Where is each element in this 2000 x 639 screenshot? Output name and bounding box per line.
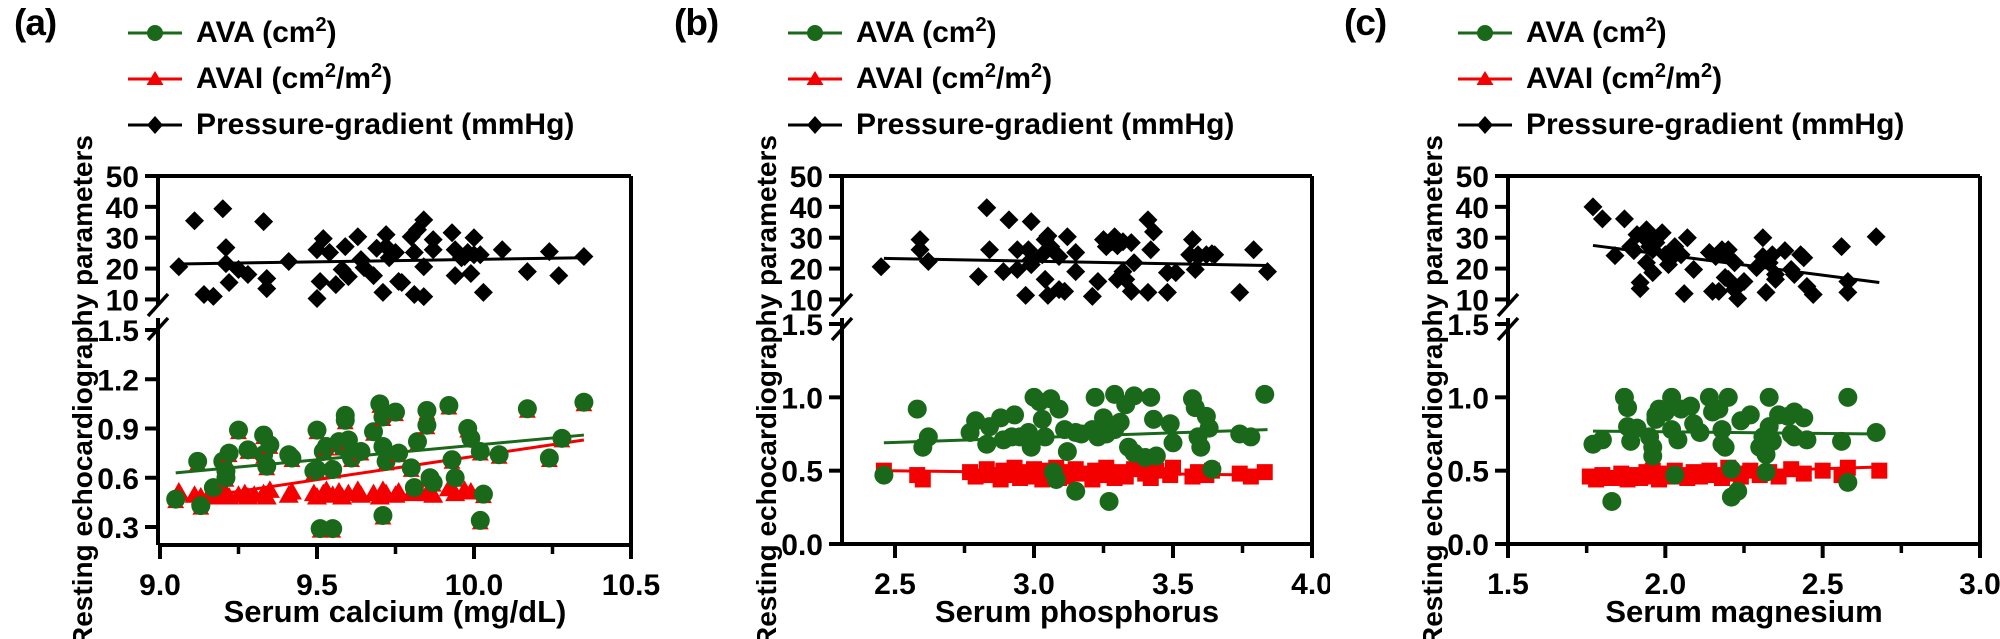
x-tick-label: 2.0	[1644, 568, 1686, 601]
x-axis-title: Serum calcium (mg/dL)	[223, 594, 567, 629]
series-pressure-gradient	[169, 199, 594, 309]
series-ava	[1583, 387, 1886, 511]
legend-label: AVAI (cm2/m2)	[196, 60, 393, 95]
diamond-marker-icon	[128, 116, 182, 134]
y-tick-label: 1.5	[1447, 309, 1489, 342]
legend-item-avai: AVAI (cm2/m2)	[126, 56, 574, 102]
y-tick-label: 20	[1456, 254, 1489, 287]
series-pressure-gradient	[871, 198, 1278, 306]
y-tick-label: 1.5	[781, 309, 823, 342]
series-pressure-gradient	[1583, 197, 1886, 309]
y-tick-label: 0.3	[97, 512, 139, 545]
y-tick-label: 10	[790, 284, 823, 317]
triangle-marker-icon	[128, 71, 182, 85]
legend-item-ava: AVA (cm2)	[126, 10, 574, 56]
y-tick-label: 40	[106, 192, 139, 225]
triangle-marker-icon	[788, 71, 842, 85]
circle-marker-icon	[788, 25, 842, 41]
circle-marker-icon	[128, 25, 182, 41]
y-tick-label: 0.5	[1447, 456, 1489, 489]
y-tick-label: 50	[1456, 161, 1489, 194]
legend: AVA (cm2) AVAI (cm2/m2) Pressure-gradient …	[126, 10, 574, 148]
y-tick-label: 1.5	[97, 315, 139, 348]
legend-item-pressure-gradient: Pressure-gradient (mmHg)	[1456, 102, 1904, 148]
y-tick-label: 30	[106, 223, 139, 256]
x-tick-label: 4.0	[1291, 568, 1330, 601]
triangle-marker-icon	[1458, 71, 1512, 85]
panel-label: (b)	[674, 2, 719, 43]
y-tick-label: 30	[790, 223, 823, 256]
legend: AVA (cm2) AVAI (cm2/m2) Pressure-gradient …	[1456, 10, 1904, 148]
legend-item-pressure-gradient: Pressure-gradient (mmHg)	[786, 102, 1234, 148]
panel-label: (a)	[14, 2, 57, 43]
legend-label: AVA (cm2)	[196, 14, 337, 49]
y-tick-label: 40	[790, 192, 823, 225]
y-tick-label: 0.6	[97, 463, 139, 496]
legend-label: AVA (cm2)	[1526, 14, 1667, 49]
x-tick-label: 9.5	[296, 569, 338, 602]
y-tick-label: 0.0	[1447, 529, 1489, 562]
panel-label: (c)	[1344, 2, 1387, 43]
y-tick-label: 50	[790, 161, 823, 194]
diamond-marker-icon	[1458, 116, 1512, 134]
trend-line	[175, 433, 585, 475]
panel-c: (c) AVA (cm2) AVAI (cm2/m2) Pressure-gradi…	[1330, 0, 2000, 639]
legend-item-ava: AVA (cm2)	[786, 10, 1234, 56]
x-tick-label: 1.5	[1487, 568, 1529, 601]
x-tick-label: 10.5	[602, 569, 660, 602]
y-tick-label: 1.0	[1447, 382, 1489, 415]
trend-line	[883, 469, 1268, 477]
x-axis-title: Serum magnesium	[1605, 594, 1883, 629]
trend-line	[178, 256, 584, 266]
y-tick-label: 30	[1456, 223, 1489, 256]
legend: AVA (cm2) AVAI (cm2/m2) Pressure-gradient …	[786, 10, 1234, 148]
y-tick-label: 1.0	[781, 382, 823, 415]
legend-label: Pressure-gradient (mmHg)	[196, 108, 575, 141]
trend-line	[883, 428, 1268, 445]
y-tick-label: 1.2	[97, 364, 139, 397]
x-axis-title: Serum phosphorus	[934, 594, 1220, 629]
x-tick-label: 10.0	[445, 569, 503, 602]
panel-b: (b) AVA (cm2) AVAI (cm2/m2) Pressure-gradi…	[660, 0, 1330, 639]
x-tick-label: 3.0	[1013, 568, 1055, 601]
legend-item-pressure-gradient: Pressure-gradient (mmHg)	[126, 102, 574, 148]
y-tick-label: 50	[106, 161, 139, 194]
legend-label: AVA (cm2)	[856, 14, 997, 49]
legend-label: AVAI (cm2/m2)	[1526, 60, 1723, 95]
series-ava	[166, 392, 594, 539]
panel-a: (a) AVA (cm2) AVAI (cm2/m2) Pressure-gradi…	[0, 0, 670, 639]
trend-line	[1592, 243, 1880, 284]
x-tick-label: 2.5	[874, 568, 916, 601]
y-tick-label: 0.9	[97, 414, 139, 447]
x-tick-label: 3.0	[1959, 568, 2000, 601]
legend-label: AVAI (cm2/m2)	[856, 60, 1053, 95]
x-tick-label: 9.0	[139, 569, 181, 602]
y-tick-label: 20	[790, 254, 823, 287]
legend-item-avai: AVAI (cm2/m2)	[1456, 56, 1904, 102]
legend-item-ava: AVA (cm2)	[1456, 10, 1904, 56]
y-tick-label: 20	[106, 254, 139, 287]
legend-item-avai: AVAI (cm2/m2)	[786, 56, 1234, 102]
y-tick-label: 10	[106, 284, 139, 317]
trend-line	[175, 438, 585, 503]
y-tick-label: 0.0	[781, 529, 823, 562]
y-tick-label: 10	[1456, 284, 1489, 317]
circle-marker-icon	[1458, 25, 1512, 41]
legend-label: Pressure-gradient (mmHg)	[856, 108, 1235, 141]
x-tick-label: 3.5	[1152, 568, 1194, 601]
legend-label: Pressure-gradient (mmHg)	[1526, 108, 1905, 141]
y-tick-label: 40	[1456, 192, 1489, 225]
trend-line	[883, 256, 1268, 267]
y-tick-label: 0.5	[781, 456, 823, 489]
diamond-marker-icon	[788, 116, 842, 134]
trend-line	[1592, 429, 1880, 436]
series-ava	[874, 384, 1275, 511]
x-tick-label: 2.5	[1802, 568, 1844, 601]
